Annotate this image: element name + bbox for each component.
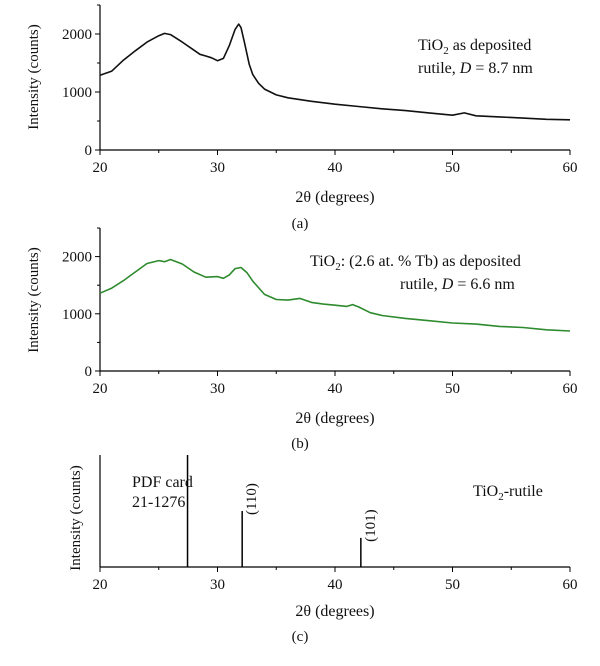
x-ticks: 20 30 40 50 60 [93,150,578,176]
annotation-line-1: TiO2: (2.6 at. % Tb) as deposited [310,253,521,273]
plot-area [99,258,571,332]
peak-label: (101) [363,509,379,542]
y-tick-label: 0 [85,143,93,159]
panel-c: 20 30 40 50 60 (110) (101) Intensity (counts)… [68,455,578,645]
x-tick-label: 40 [328,577,343,593]
x-tick-label: 20 [93,160,108,176]
x-axis-label: 2θ (degrees) [295,189,374,206]
annotation-line-2: rutile, D = 6.6 nm [400,276,515,293]
plot-area [99,23,571,121]
x-tick-label: 50 [445,577,460,593]
plot-area: (110) (101) [186,455,379,567]
x-tick-label: 30 [210,381,225,397]
x-tick-label: 40 [328,160,343,176]
y-tick-label: 2000 [62,250,92,266]
y-axis-label: Intensity (counts) [26,24,42,129]
y-ticks: 0 1000 2000 [62,227,100,380]
x-tick-label: 30 [210,577,225,593]
x-axis-label: 2θ (degrees) [295,410,374,427]
x-tick-label: 20 [93,381,108,397]
annotation-line-2: rutile, D = 8.7 nm [418,60,533,77]
x-axis-label: 2θ (degrees) [295,603,374,620]
pdf-card-number: 21-1276 [132,494,185,511]
x-tick-label: 50 [445,381,460,397]
x-tick-label: 60 [563,160,578,176]
x-tick-label: 50 [445,160,460,176]
series-line [99,258,571,332]
x-tick-label: 20 [93,577,108,593]
x-tick-label: 60 [563,381,578,397]
x-tick-label: 60 [563,577,578,593]
annotation-line-1: TiO2 as deposited [418,37,531,57]
y-tick-label: 1000 [62,307,92,323]
panel-label-a: (a) [292,216,309,232]
y-tick-label: 2000 [62,27,92,43]
x-tick-label: 40 [328,381,343,397]
panel-label-b: (b) [291,436,309,452]
panel-label-c: (c) [292,629,309,645]
y-axis-label: Intensity (counts) [26,247,42,352]
pdf-card-label: PDF card [132,474,193,491]
peak-label: (110) [244,483,260,515]
y-tick-label: 0 [85,364,93,380]
series-line [99,23,571,121]
phase-label: TiO2-rutile [473,483,543,503]
x-ticks: 20 30 40 50 60 [93,371,578,397]
y-axis-label: Intensity (counts) [68,465,84,570]
y-ticks: 0 1000 2000 [62,4,100,159]
x-tick-label: 30 [210,160,225,176]
y-tick-label: 1000 [62,85,92,101]
x-ticks: 20 30 40 50 60 [93,567,578,593]
